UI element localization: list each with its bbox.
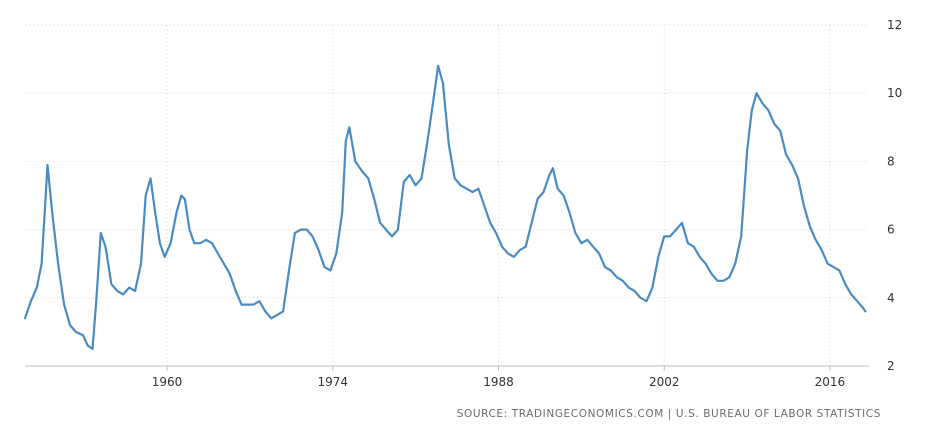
y-tick-label: 10	[887, 86, 902, 100]
y-axis: 2 4 6 8 10 12	[887, 18, 902, 373]
unemployment-rate-line	[23, 64, 867, 350]
x-axis: 1960 1974 1988 2002 2016	[152, 366, 845, 389]
x-tick-label: 2002	[649, 375, 680, 389]
x-tick-label: 1974	[317, 375, 348, 389]
x-tick-label: 1960	[152, 375, 183, 389]
source-attribution[interactable]: SOURCE: TRADINGECONOMICS.COM | U.S. BURE…	[456, 408, 881, 420]
x-tick-label: 1988	[483, 375, 514, 389]
y-tick-label: 8	[887, 154, 895, 168]
y-tick-label: 12	[887, 18, 902, 32]
x-tick-label: 2016	[815, 375, 846, 389]
gridlines	[25, 24, 869, 366]
y-tick-label: 2	[887, 359, 895, 373]
y-tick-label: 6	[887, 223, 895, 237]
y-tick-label: 4	[887, 291, 895, 305]
